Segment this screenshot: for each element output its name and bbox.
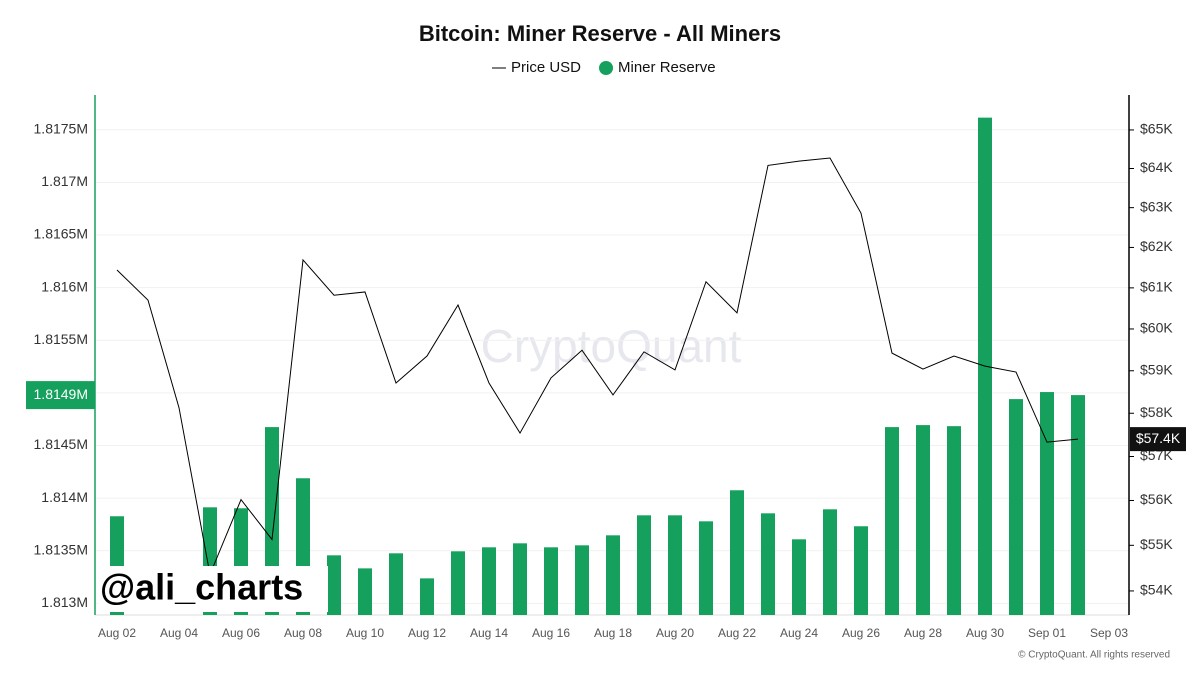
bar xyxy=(699,521,713,615)
x-tick-label: Sep 01 xyxy=(1028,626,1066,640)
bar xyxy=(885,427,899,615)
y-tick-label: 1.817M xyxy=(41,173,88,189)
x-tick-label: Aug 26 xyxy=(842,626,880,640)
y2-tick-label: $55K xyxy=(1140,536,1173,552)
x-tick-label: Aug 28 xyxy=(904,626,942,640)
plot-area xyxy=(110,117,1085,615)
bar xyxy=(916,425,930,615)
bar xyxy=(792,539,806,615)
y-tick-label: 1.814M xyxy=(41,489,88,505)
chart-title: Bitcoin: Miner Reserve - All Miners xyxy=(419,21,781,46)
x-tick-label: Aug 14 xyxy=(470,626,508,640)
bar xyxy=(637,515,651,615)
y2-tick-label: $60K xyxy=(1140,320,1173,336)
bar xyxy=(1009,399,1023,615)
y2-tick-label: $61K xyxy=(1140,279,1173,295)
y2-tick-label: $63K xyxy=(1140,198,1173,214)
bar xyxy=(327,555,341,615)
y-tick-label: 1.816M xyxy=(41,278,88,294)
bar xyxy=(761,513,775,615)
bar xyxy=(823,509,837,615)
x-tick-label: Aug 06 xyxy=(222,626,260,640)
y2-tick-label: $65K xyxy=(1140,121,1173,137)
bar xyxy=(451,551,465,615)
x-tick-label: Aug 12 xyxy=(408,626,446,640)
bar xyxy=(668,515,682,615)
bar xyxy=(947,426,961,615)
x-tick-label: Aug 10 xyxy=(346,626,384,640)
x-tick-label: Aug 16 xyxy=(532,626,570,640)
x-tick-label: Aug 20 xyxy=(656,626,694,640)
x-tick-label: Aug 08 xyxy=(284,626,322,640)
y-tick-label: 1.8175M xyxy=(34,120,88,136)
bar xyxy=(1040,392,1054,615)
bar xyxy=(606,535,620,615)
bar xyxy=(544,547,558,615)
y2-tick-label: $62K xyxy=(1140,238,1173,254)
watermark: CryptoQuant xyxy=(481,320,742,372)
handle: @ali_charts xyxy=(100,567,303,608)
y-tick-label: 1.8145M xyxy=(34,436,88,452)
y-tick-label: 1.8165M xyxy=(34,226,88,242)
last-value-box xyxy=(1130,427,1186,452)
bar xyxy=(358,568,372,615)
y-tick-label: 1.8135M xyxy=(34,541,88,557)
y2-tick-label: $56K xyxy=(1140,491,1173,507)
x-tick-label: Aug 18 xyxy=(594,626,632,640)
y-tick-label: 1.8155M xyxy=(34,331,88,347)
y2-tick-label: $57K xyxy=(1140,447,1173,463)
copyright: © CryptoQuant. All rights reserved xyxy=(1018,650,1170,661)
last-value-box xyxy=(26,381,95,410)
handle-bg xyxy=(98,566,328,612)
bar xyxy=(730,490,744,615)
bar xyxy=(575,545,589,615)
legend-dot xyxy=(599,61,614,75)
bar xyxy=(1071,395,1085,615)
legend-label: Price USD xyxy=(511,59,581,76)
x-tick-label: Aug 04 xyxy=(160,626,198,640)
x-tick-label: Sep 03 xyxy=(1090,626,1128,640)
y2-tick-label: $54K xyxy=(1140,582,1173,598)
x-tick-label: Aug 24 xyxy=(780,626,818,640)
bar xyxy=(854,526,868,615)
bar xyxy=(420,578,434,615)
legend-label: Miner Reserve xyxy=(618,59,716,76)
bar xyxy=(482,547,496,615)
x-tick-label: Aug 30 xyxy=(966,626,1004,640)
bar xyxy=(513,543,527,615)
x-tick-label: Aug 22 xyxy=(718,626,756,640)
y2-tick-label: $64K xyxy=(1140,159,1173,175)
price-line xyxy=(116,157,1079,577)
y-tick-label: 1.813M xyxy=(41,594,88,610)
x-tick-label: Aug 02 xyxy=(98,626,136,640)
last-value-label: $57.4K xyxy=(1136,430,1181,446)
bar xyxy=(389,553,403,615)
y2-tick-label: $58K xyxy=(1140,404,1173,420)
last-value-label: 1.8149M xyxy=(34,386,88,402)
y2-tick-label: $59K xyxy=(1140,361,1173,377)
